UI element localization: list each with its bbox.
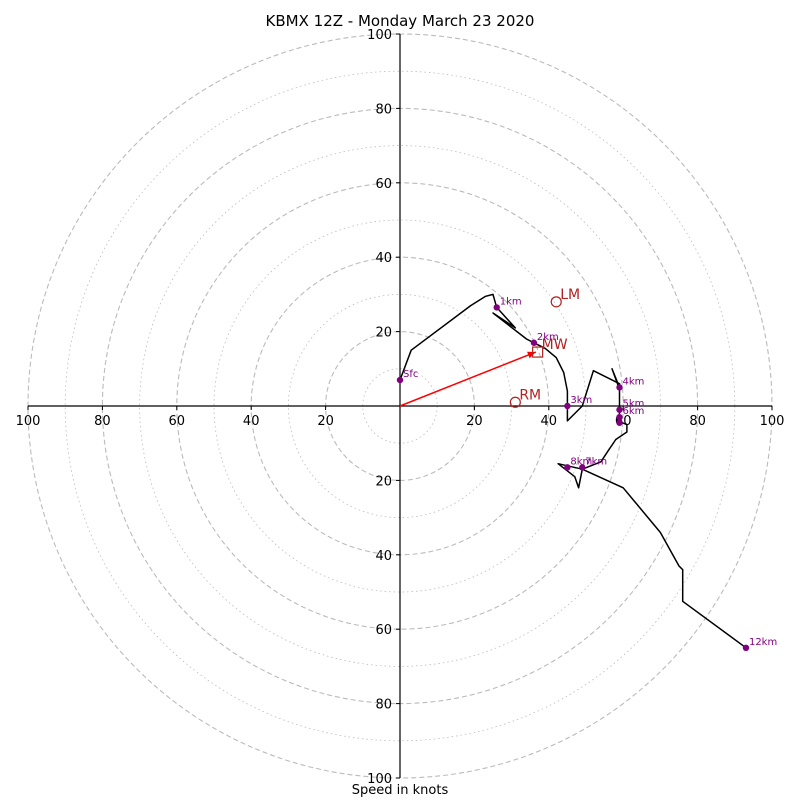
x-tick-label: 100 <box>16 414 41 429</box>
x-tick-label: 100 <box>760 414 785 429</box>
height-marker-label: Sfc <box>403 369 418 380</box>
storm-motion-label-lm: LM <box>560 287 580 303</box>
height-marker <box>616 406 623 413</box>
height-marker-label: 12km <box>749 637 777 648</box>
height-marker <box>579 464 586 471</box>
tick-labels: 2020202040404040606060608080808010010010… <box>16 28 785 787</box>
x-tick-label: 20 <box>317 414 334 429</box>
hodograph-line <box>399 293 747 649</box>
y-tick-label: 20 <box>375 326 392 341</box>
y-tick-label: 20 <box>375 474 392 489</box>
height-marker-label: 7km <box>585 456 607 467</box>
storm-motions: LM RM MW <box>399 287 580 408</box>
height-marker <box>616 419 623 426</box>
storm-motion-marker-rm <box>509 396 521 408</box>
x-tick-label: 40 <box>541 414 558 429</box>
x-tick-label: 20 <box>466 414 483 429</box>
hodograph-trace <box>399 293 747 649</box>
y-tick-label: 100 <box>367 772 392 787</box>
height-marker-label: 6km <box>622 406 644 417</box>
x-tick-label: 40 <box>243 414 260 429</box>
x-axis-label: Speed in knots <box>351 783 449 798</box>
height-marker-label: 4km <box>622 376 644 387</box>
height-marker-label: 1km <box>500 296 522 307</box>
height-marker-label: 8km <box>570 456 592 467</box>
y-tick-label: 40 <box>375 549 392 564</box>
height-marker-label: 2km <box>537 332 559 343</box>
y-tick-label: 80 <box>375 698 392 713</box>
y-tick-label: 80 <box>375 102 392 117</box>
y-tick-label: 60 <box>375 177 392 192</box>
height-marker-label: 3km <box>570 395 592 406</box>
shear-vector-line <box>399 351 537 407</box>
height-marker <box>493 304 500 311</box>
height-marker <box>742 644 750 651</box>
x-tick-label: 80 <box>689 414 706 429</box>
height-marker-label: 5km <box>622 399 644 410</box>
x-tick-label: 80 <box>94 414 111 429</box>
height-marker <box>564 464 571 471</box>
height-marker <box>396 376 404 384</box>
x-tick-label: 60 <box>169 414 186 429</box>
storm-motion-label-mw: MW <box>542 337 568 353</box>
height-marker <box>564 402 571 410</box>
storm-motion-label-rm: RM <box>519 387 541 403</box>
shear-vector-arrowhead <box>527 351 536 359</box>
height-marker <box>530 339 538 346</box>
y-tick-label: 60 <box>375 623 392 638</box>
chart-title: KBMX 12Z - Monday March 23 2020 <box>265 12 535 30</box>
y-tick-label: 40 <box>375 251 392 266</box>
height-marker <box>616 413 623 421</box>
storm-motion-marker-mw <box>532 346 544 358</box>
y-tick-label: 100 <box>367 28 392 43</box>
height-marker <box>616 384 623 391</box>
storm-motion-marker-lm <box>550 296 562 308</box>
